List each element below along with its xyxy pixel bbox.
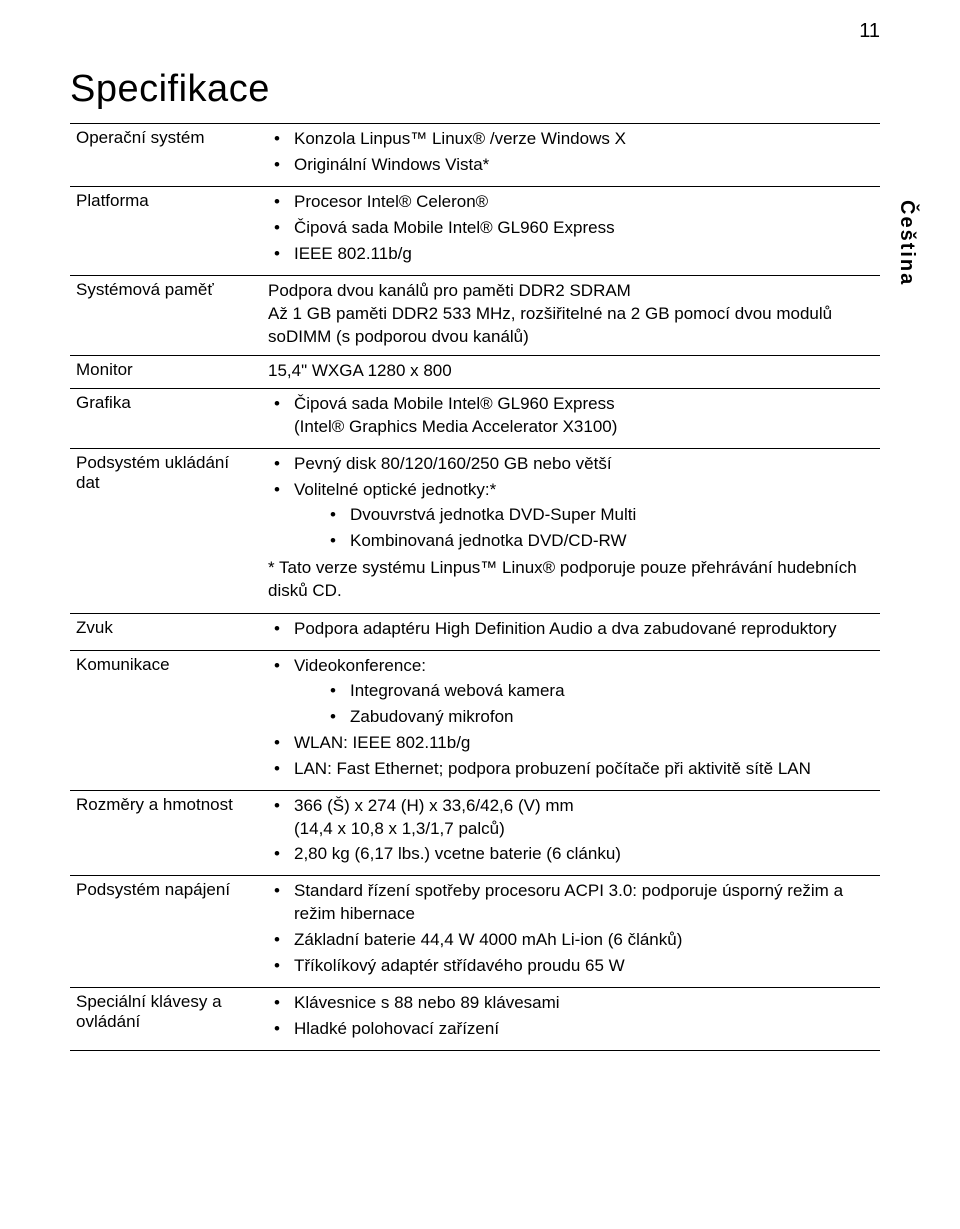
- row-value: Standard řízení spotřeby procesoru ACPI …: [260, 876, 880, 988]
- table-row: Podsystém napájeníStandard řízení spotře…: [70, 876, 880, 988]
- row-label: Podsystém napájení: [70, 876, 260, 988]
- row-label: Platforma: [70, 186, 260, 275]
- row-label: Podsystém ukládání dat: [70, 449, 260, 614]
- list-item: 366 (Š) x 274 (H) x 33,6/42,6 (V) mm(14,…: [266, 795, 874, 841]
- table-row: Speciální klávesy a ovládáníKlávesnice s…: [70, 988, 880, 1051]
- bullet-list: Pevný disk 80/120/160/250 GB nebo větší V…: [266, 453, 874, 553]
- row-value: 366 (Š) x 274 (H) x 33,6/42,6 (V) mm(14,…: [260, 790, 880, 876]
- note-text: * Tato verze systému Linpus™ Linux® podp…: [266, 557, 874, 603]
- list-item: Dvouvrstvá jednotka DVD-Super Multi: [294, 504, 874, 527]
- list-item: Základní baterie 44,4 W 4000 mAh Li-ion …: [266, 929, 874, 952]
- list-item: IEEE 802.11b/g: [266, 243, 874, 266]
- bullet-list: Podpora adaptéru High Definition Audio a…: [266, 618, 874, 641]
- bullet-list: Procesor Intel® Celeron® Čipová sada Mobi…: [266, 191, 874, 266]
- list-item: Konzola Linpus™ Linux® /verze Windows X: [266, 128, 874, 151]
- row-value: Podpora adaptéru High Definition Audio a…: [260, 613, 880, 650]
- page-title: Specifikace: [70, 68, 880, 111]
- list-item: Čipová sada Mobile Intel® GL960 Express(…: [266, 393, 874, 439]
- row-value: Klávesnice s 88 nebo 89 klávesami Hladké …: [260, 988, 880, 1051]
- table-row: KomunikaceVideokonference:Integrovaná we…: [70, 650, 880, 790]
- table-row: GrafikaČipová sada Mobile Intel® GL960 E…: [70, 389, 880, 449]
- plain-text: Podpora dvou kanálů pro paměti DDR2 SDRA…: [266, 280, 874, 349]
- list-item: Originální Windows Vista*: [266, 154, 874, 177]
- table-row: Operační systémKonzola Linpus™ Linux® /v…: [70, 124, 880, 187]
- bullet-list: Klávesnice s 88 nebo 89 klávesami Hladké …: [266, 992, 874, 1041]
- table-row: Podsystém ukládání datPevný disk 80/120/…: [70, 449, 880, 614]
- list-item: Klávesnice s 88 nebo 89 klávesami: [266, 992, 874, 1015]
- plain-text: 15,4" WXGA 1280 x 800: [266, 360, 874, 383]
- bullet-list: Čipová sada Mobile Intel® GL960 Express(…: [266, 393, 874, 439]
- table-row: Platforma Procesor Intel® Celeron® Čipová …: [70, 186, 880, 275]
- language-tab: Čeština: [895, 200, 918, 286]
- list-item: Zabudovaný mikrofon: [294, 706, 874, 729]
- row-value: Pevný disk 80/120/160/250 GB nebo větší V…: [260, 449, 880, 614]
- bullet-list: Konzola Linpus™ Linux® /verze Windows X O…: [266, 128, 874, 177]
- bullet-list: 366 (Š) x 274 (H) x 33,6/42,6 (V) mm(14,…: [266, 795, 874, 867]
- list-item: Integrovaná webová kamera: [294, 680, 874, 703]
- table-row: Rozměry a hmotnost366 (Š) x 274 (H) x 33…: [70, 790, 880, 876]
- list-item: Čipová sada Mobile Intel® GL960 Express: [266, 217, 874, 240]
- row-value: Čipová sada Mobile Intel® GL960 Express(…: [260, 389, 880, 449]
- list-item: Procesor Intel® Celeron®: [266, 191, 874, 214]
- bullet-list: WLAN: IEEE 802.11b/g LAN: Fast Ethernet; …: [266, 732, 874, 781]
- page-number: 11: [859, 20, 880, 43]
- row-label: Speciální klávesy a ovládání: [70, 988, 260, 1051]
- row-label: Zvuk: [70, 613, 260, 650]
- row-value: Procesor Intel® Celeron® Čipová sada Mobi…: [260, 186, 880, 275]
- list-item: Volitelné optické jednotky:*Dvouvrstvá j…: [266, 479, 874, 553]
- table-row: Systémová paměťPodpora dvou kanálů pro p…: [70, 275, 880, 355]
- bullet-list: Videokonference:Integrovaná webová kamer…: [266, 655, 874, 729]
- list-item: Hladké polohovací zařízení: [266, 1018, 874, 1041]
- row-value: Konzola Linpus™ Linux® /verze Windows X O…: [260, 124, 880, 187]
- row-label: Rozměry a hmotnost: [70, 790, 260, 876]
- row-value: Videokonference:Integrovaná webová kamer…: [260, 650, 880, 790]
- list-item: Kombinovaná jednotka DVD/CD-RW: [294, 530, 874, 553]
- list-item: Podpora adaptéru High Definition Audio a…: [266, 618, 874, 641]
- row-label: Komunikace: [70, 650, 260, 790]
- table-row: Zvuk Podpora adaptéru High Definition Aud…: [70, 613, 880, 650]
- list-item: WLAN: IEEE 802.11b/g: [266, 732, 874, 755]
- list-item: Standard řízení spotřeby procesoru ACPI …: [266, 880, 874, 926]
- spec-table: Operační systémKonzola Linpus™ Linux® /v…: [70, 123, 880, 1051]
- sub-bullet-list: Integrovaná webová kamera Zabudovaný mikr…: [294, 680, 874, 729]
- row-label: Systémová paměť: [70, 275, 260, 355]
- list-item: LAN: Fast Ethernet; podpora probuzení po…: [266, 758, 874, 781]
- row-label: Monitor: [70, 355, 260, 389]
- table-row: Monitor 15,4" WXGA 1280 x 800: [70, 355, 880, 389]
- row-value: 15,4" WXGA 1280 x 800: [260, 355, 880, 389]
- row-value: Podpora dvou kanálů pro paměti DDR2 SDRA…: [260, 275, 880, 355]
- list-item: Pevný disk 80/120/160/250 GB nebo větší: [266, 453, 874, 476]
- bullet-list: Standard řízení spotřeby procesoru ACPI …: [266, 880, 874, 978]
- list-item: 2,80 kg (6,17 lbs.) vcetne baterie (6 cl…: [266, 843, 874, 866]
- sub-bullet-list: Dvouvrstvá jednotka DVD-Super Multi Kombi…: [294, 504, 874, 553]
- list-item: Tříkolíkový adaptér střídavého proudu 65…: [266, 955, 874, 978]
- list-item: Videokonference:Integrovaná webová kamer…: [266, 655, 874, 729]
- row-label: Operační systém: [70, 124, 260, 187]
- row-label: Grafika: [70, 389, 260, 449]
